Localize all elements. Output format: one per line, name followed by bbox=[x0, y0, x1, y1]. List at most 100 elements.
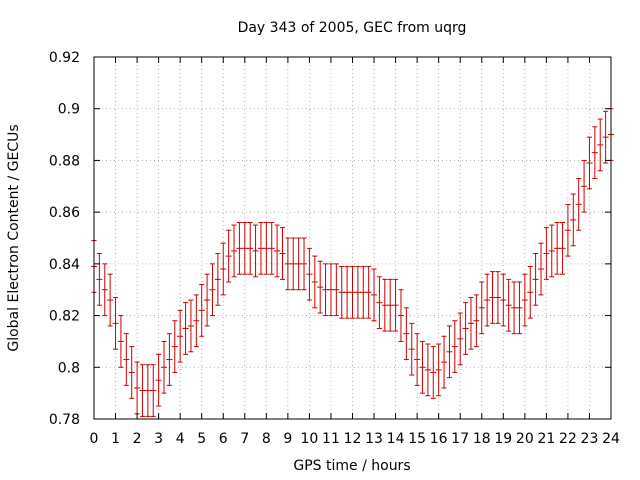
data-point bbox=[327, 263, 334, 317]
data-point bbox=[559, 221, 566, 275]
data-point bbox=[532, 253, 539, 306]
data-point bbox=[435, 343, 442, 397]
data-point bbox=[376, 276, 383, 329]
data-point bbox=[408, 322, 415, 376]
data-point bbox=[570, 193, 577, 247]
x-tick-label: 1 bbox=[111, 431, 120, 447]
data-point bbox=[150, 364, 157, 417]
data-point bbox=[451, 320, 458, 373]
data-point bbox=[268, 221, 275, 275]
data-point bbox=[333, 263, 340, 317]
data-point bbox=[516, 281, 523, 335]
x-tick-label: 24 bbox=[602, 431, 620, 447]
data-point bbox=[220, 242, 227, 296]
x-axis-label: GPS time / hours bbox=[293, 458, 410, 474]
data-point bbox=[257, 221, 264, 275]
data-point bbox=[344, 265, 351, 319]
data-point bbox=[204, 273, 211, 327]
data-point bbox=[166, 333, 173, 386]
data-point bbox=[225, 229, 232, 283]
x-tick-label: 14 bbox=[387, 431, 405, 447]
data-point bbox=[586, 136, 593, 190]
data-point bbox=[187, 299, 194, 353]
data-point bbox=[478, 281, 485, 335]
data-point bbox=[252, 224, 259, 278]
data-point bbox=[511, 281, 518, 335]
data-point bbox=[489, 271, 496, 324]
x-tick-label: 10 bbox=[301, 431, 319, 447]
y-tick-label: 0.88 bbox=[49, 153, 80, 169]
y-tick-label: 0.92 bbox=[49, 50, 80, 66]
data-point bbox=[295, 237, 302, 291]
data-point bbox=[236, 221, 243, 275]
x-tick-label: 21 bbox=[537, 431, 555, 447]
data-point bbox=[591, 126, 598, 180]
data-point bbox=[537, 242, 544, 296]
data-point bbox=[209, 263, 216, 317]
x-tick-label: 13 bbox=[365, 431, 383, 447]
data-point bbox=[241, 221, 248, 275]
data-point bbox=[564, 203, 571, 257]
data-point bbox=[397, 289, 404, 342]
data-point bbox=[182, 302, 189, 355]
data-point bbox=[123, 333, 130, 386]
data-point bbox=[306, 247, 313, 301]
data-point bbox=[371, 268, 378, 322]
data-point bbox=[274, 224, 281, 278]
y-tick-label: 0.86 bbox=[49, 205, 80, 221]
data-point bbox=[171, 320, 178, 373]
data-point bbox=[311, 255, 318, 309]
data-point bbox=[290, 237, 297, 291]
data-point bbox=[462, 302, 469, 355]
y-tick-label: 0.9 bbox=[58, 102, 80, 118]
x-tick-label: 9 bbox=[283, 431, 292, 447]
data-point bbox=[128, 346, 135, 399]
data-point bbox=[144, 364, 151, 417]
data-point bbox=[317, 260, 324, 314]
data-point bbox=[112, 296, 119, 350]
data-point bbox=[360, 265, 367, 319]
data-point bbox=[597, 118, 604, 172]
x-tick-label: 6 bbox=[219, 431, 228, 447]
data-point bbox=[554, 221, 561, 275]
data-point bbox=[457, 312, 464, 366]
data-point bbox=[279, 227, 286, 280]
data-point bbox=[543, 227, 550, 280]
data-point bbox=[161, 340, 168, 394]
data-point bbox=[446, 325, 453, 379]
data-point bbox=[424, 343, 431, 397]
data-point bbox=[414, 333, 421, 386]
data-point bbox=[155, 353, 162, 407]
x-tick-label: 4 bbox=[176, 431, 185, 447]
data-point bbox=[581, 159, 588, 213]
x-tick-label: 20 bbox=[516, 431, 534, 447]
y-tick-label: 0.8 bbox=[58, 360, 80, 376]
data-point bbox=[301, 237, 308, 291]
data-point bbox=[602, 110, 609, 164]
data-point bbox=[381, 278, 388, 332]
data-point bbox=[139, 364, 146, 417]
x-tick-label: 23 bbox=[581, 431, 599, 447]
data-point bbox=[101, 263, 108, 317]
x-tick-label: 11 bbox=[322, 431, 340, 447]
data-point bbox=[430, 346, 437, 399]
data-point bbox=[527, 265, 534, 319]
data-point bbox=[263, 221, 270, 275]
x-tick-label: 18 bbox=[473, 431, 491, 447]
data-point bbox=[473, 294, 480, 348]
data-point bbox=[387, 278, 394, 332]
x-tick-label: 19 bbox=[494, 431, 512, 447]
data-point bbox=[134, 361, 141, 415]
y-tick-label: 0.78 bbox=[49, 412, 80, 428]
x-tick-label: 17 bbox=[451, 431, 469, 447]
data-point bbox=[322, 263, 329, 317]
data-point bbox=[521, 273, 528, 327]
data-point bbox=[198, 284, 205, 337]
data-point bbox=[505, 278, 512, 332]
x-tick-label: 16 bbox=[430, 431, 448, 447]
data-point bbox=[96, 253, 103, 306]
data-point bbox=[494, 271, 501, 324]
ticks: 0 1 2 3 4 5 6 7 8 9 10 11 12 13 14 15 16 17 18 19 20 21 22 23 24… bbox=[49, 50, 620, 447]
